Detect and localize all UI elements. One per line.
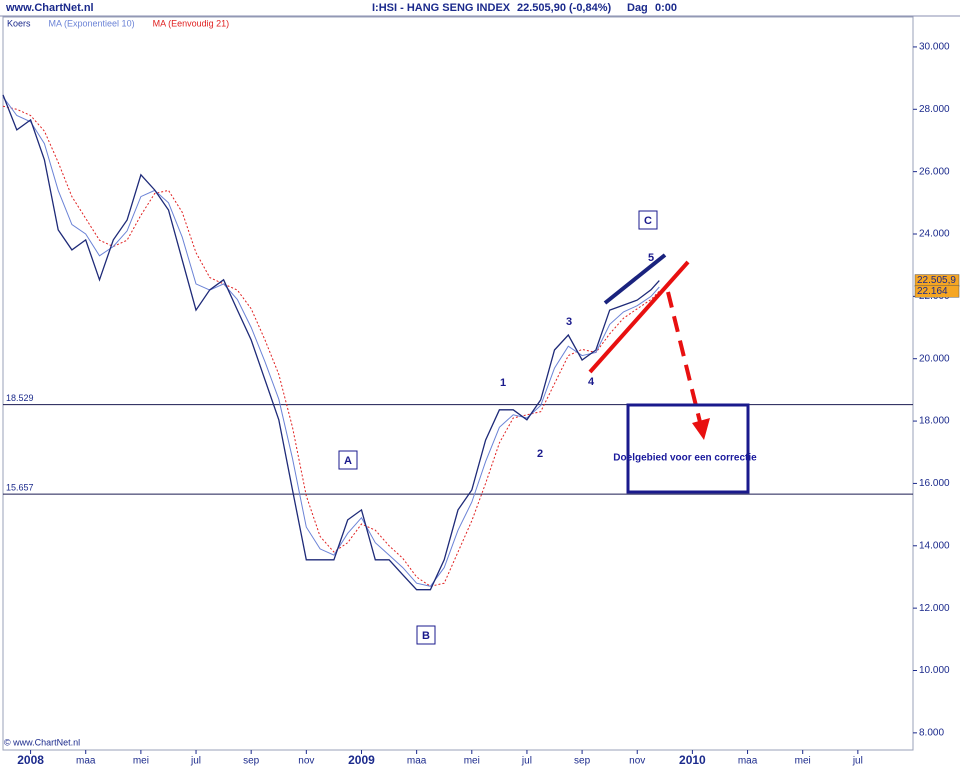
y-tick-label: 10.000 [919, 665, 950, 676]
x-tick-label: 2010 [679, 753, 706, 767]
y-tick-label: 28.000 [919, 104, 950, 115]
wave-label: B [422, 630, 430, 642]
wave-box [638, 210, 658, 230]
wave-label: 5 [648, 252, 654, 264]
x-tick-label: jul [190, 756, 201, 767]
x-tick-label: maa [76, 756, 96, 767]
x-tick-label: maa [407, 756, 427, 767]
y-tick-label: 8.000 [919, 727, 944, 738]
wave-box [338, 450, 358, 470]
trend-line [603, 253, 667, 305]
x-tick-label: jul [521, 756, 532, 767]
target-label: Doelgebied voor een correctie [613, 453, 757, 464]
arrow-shaft [666, 291, 702, 423]
site: www.ChartNet.nl [5, 2, 94, 14]
x-tick-label: mei [464, 756, 480, 767]
title: I:HSI - HANG SENG INDEX [372, 2, 511, 14]
last-value-label: 22.505,9 [917, 275, 956, 286]
level-label: 15.657 [6, 482, 34, 492]
wave-label: 3 [566, 316, 572, 328]
time: 0:00 [655, 2, 677, 14]
wave-label: A [344, 455, 352, 467]
series-line [2, 105, 660, 587]
legend-entry: MA (Eenvoudig 21) [153, 18, 230, 28]
x-tick-label: maa [738, 756, 758, 767]
x-tick-label: mei [133, 756, 149, 767]
y-tick-label: 16.000 [919, 478, 950, 489]
x-tick-label: sep [243, 756, 260, 767]
wave-label: C [644, 215, 652, 227]
legend-entry: Koers [7, 18, 31, 28]
series-line [2, 96, 660, 587]
level-label: 18.529 [6, 393, 34, 403]
x-tick-label: 2009 [348, 753, 375, 767]
period: Dag [627, 2, 648, 14]
quote: 22.505,90 (-0,84%) [517, 2, 612, 14]
y-tick-label: 26.000 [919, 166, 950, 177]
last-value-label: 22.164 [917, 286, 948, 297]
wave-label: 2 [537, 448, 543, 460]
last-value-box [914, 284, 960, 298]
x-tick-label: nov [629, 756, 645, 767]
x-tick-label: jul [852, 756, 863, 767]
y-tick-label: 24.000 [919, 229, 950, 240]
legend-entry: MA (Exponentieel 10) [49, 18, 135, 28]
y-tick-label: 18.000 [919, 416, 950, 427]
wave-box [416, 625, 436, 645]
series-line [2, 94, 660, 591]
y-tick-label: 14.000 [919, 540, 950, 551]
x-tick-label: nov [298, 756, 314, 767]
plot-frame [2, 16, 914, 751]
trend-line [588, 260, 690, 374]
x-tick-label: 2008 [17, 753, 44, 767]
wave-label: 4 [588, 376, 595, 388]
arrow-head [692, 418, 710, 440]
y-tick-label: 20.000 [919, 353, 950, 364]
copyright: © www.ChartNet.nl [4, 737, 80, 747]
x-tick-label: sep [574, 756, 591, 767]
x-tick-label: mei [795, 756, 811, 767]
wave-label: 1 [500, 377, 506, 389]
target-box [626, 403, 750, 494]
y-tick-label: 30.000 [919, 42, 950, 53]
y-tick-label: 12.000 [919, 603, 950, 614]
